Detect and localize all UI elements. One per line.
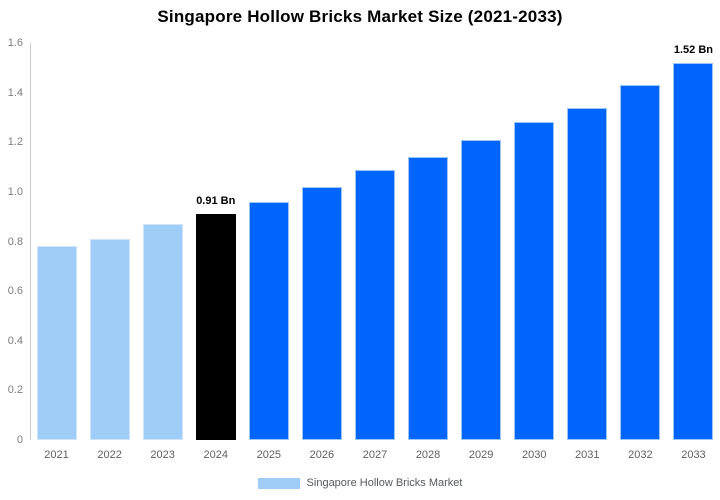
y-axis-label-0.4: 0.4 (7, 334, 23, 347)
x-axis-label-2028: 2028 (415, 449, 441, 461)
bar-2022 (89, 239, 130, 440)
y-axis-label-0: 0 (16, 434, 23, 446)
bar-2029 (461, 139, 502, 440)
bar-2030 (514, 122, 555, 440)
legend-swatch (257, 477, 300, 489)
chart-title: Singapore Hollow Bricks Market Size (202… (157, 7, 563, 26)
data-label-2033: 1.52 Bn (673, 43, 714, 56)
y-axis-label-0.8: 0.8 (7, 235, 23, 248)
bar-2021 (36, 246, 77, 440)
y-axis-label-1.0: 1.0 (7, 185, 23, 198)
x-axis-label-2033: 2033 (681, 449, 706, 461)
x-axis-label-2021: 2021 (44, 449, 69, 461)
x-axis-label-2026: 2026 (309, 449, 335, 461)
y-axis-label-1.6: 1.6 (7, 37, 23, 49)
bar-2027 (355, 169, 395, 440)
bar-2024 (195, 214, 236, 440)
bar-2026 (301, 186, 342, 440)
legend: Singapore Hollow Bricks Market (0, 475, 720, 491)
bar-2033 (673, 62, 714, 440)
bar-2031 (567, 107, 608, 440)
x-axis-label-2023: 2023 (150, 449, 175, 461)
y-axis-label-1.4: 1.4 (7, 86, 23, 99)
legend-label: Singapore Hollow Bricks Market (306, 477, 463, 489)
y-axis-label-1.2: 1.2 (7, 136, 23, 149)
bar-2028 (408, 157, 449, 440)
y-axis-label-0.6: 0.6 (7, 285, 23, 298)
x-axis-label-2025: 2025 (256, 449, 282, 461)
x-axis-label-2029: 2029 (468, 449, 494, 461)
x-axis-label-2031: 2031 (575, 449, 600, 461)
x-axis-label-2027: 2027 (362, 449, 388, 461)
bar-2032 (620, 85, 661, 440)
y-axis-label-0.2: 0.2 (7, 384, 23, 397)
bar-2023 (142, 224, 183, 440)
x-axis-label-2032: 2032 (628, 449, 653, 461)
bar-2025 (248, 201, 289, 440)
x-axis-label-2022: 2022 (97, 449, 122, 461)
x-axis-label-2030: 2030 (521, 449, 547, 461)
x-axis-label-2024: 2024 (203, 449, 228, 461)
data-label-2024: 0.91 Bn (196, 195, 236, 208)
y-axis-line (30, 43, 31, 440)
